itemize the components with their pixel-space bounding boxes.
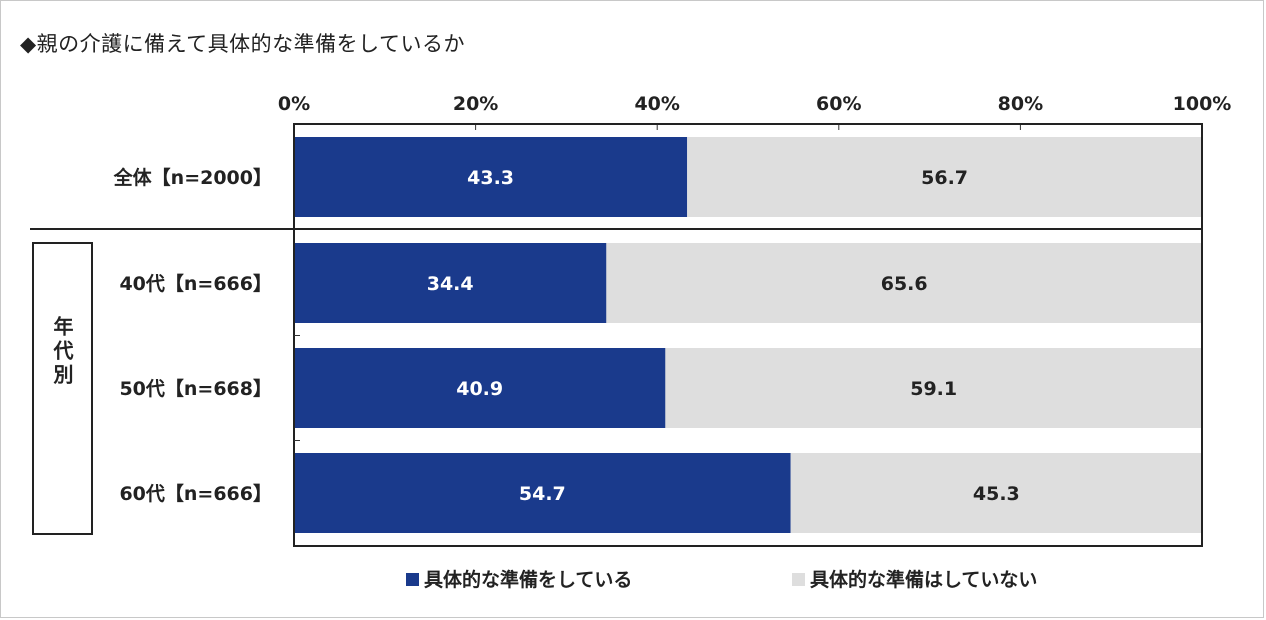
group-label: 年代別 xyxy=(50,315,74,388)
bar-segment xyxy=(606,243,1202,323)
x-tick-label: 40% xyxy=(634,93,679,115)
data-label: 34.4 xyxy=(427,273,474,295)
data-label: 65.6 xyxy=(881,273,928,295)
bar-segment xyxy=(790,453,1202,533)
bar-segment xyxy=(294,348,666,428)
bar-segment xyxy=(687,137,1202,217)
category-label: 50代【n=668】 xyxy=(119,377,272,400)
data-label: 43.3 xyxy=(467,167,514,189)
x-tick-label: 60% xyxy=(816,93,861,115)
data-label: 59.1 xyxy=(910,378,957,400)
legend-label: 具体的な準備をしている xyxy=(424,568,632,591)
bar-segment xyxy=(665,348,1202,428)
x-tick-label: 20% xyxy=(453,93,498,115)
x-tick-label: 80% xyxy=(998,93,1043,115)
legend-swatch xyxy=(406,573,419,586)
legend-label: 具体的な準備はしていない xyxy=(810,568,1037,591)
category-label: 60代【n=666】 xyxy=(119,482,272,505)
data-label: 56.7 xyxy=(921,167,968,189)
data-label: 54.7 xyxy=(519,483,566,505)
x-tick-label: 100% xyxy=(1173,93,1232,115)
category-label: 全体【n=2000】 xyxy=(113,166,272,189)
data-label: 45.3 xyxy=(973,483,1020,505)
bar-segment xyxy=(294,137,688,217)
bar-segment xyxy=(294,243,607,323)
bar-segment xyxy=(294,453,791,533)
data-label: 40.9 xyxy=(456,378,503,400)
x-tick-label: 0% xyxy=(278,93,310,115)
group-label-box xyxy=(32,242,93,535)
category-label: 40代【n=666】 xyxy=(119,272,272,295)
chart-title: ◆親の介護に備えて具体的な準備をしているか xyxy=(20,32,465,56)
legend-swatch xyxy=(792,573,805,586)
